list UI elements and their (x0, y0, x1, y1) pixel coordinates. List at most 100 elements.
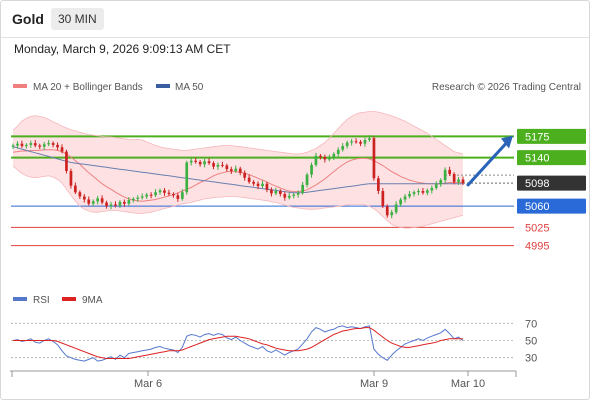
candle-body (248, 178, 251, 182)
candle-body (25, 145, 28, 146)
x-axis: Mar 6 Mar 9 Mar 10 (134, 371, 485, 390)
candle-body (79, 192, 82, 196)
candle-body (333, 154, 336, 158)
candle-body (448, 170, 451, 174)
candle-body (114, 204, 117, 205)
candle-body (203, 161, 206, 164)
candle-body (364, 140, 367, 144)
candle-body (346, 143, 349, 147)
candle-body (154, 192, 157, 195)
ma20-legend-swatch (13, 84, 27, 88)
ma9-legend-label: 9MA (82, 295, 103, 306)
candle-body (359, 142, 362, 144)
candle-body (208, 161, 211, 163)
candle-body (426, 190, 429, 192)
candle-body (377, 178, 380, 191)
candle-body (92, 201, 95, 203)
x-tick-label: Mar 6 (134, 378, 162, 390)
candle-body (462, 180, 465, 184)
candle-body (408, 194, 411, 196)
rsi-tick-70: 70 (525, 318, 537, 330)
ma50-legend-swatch (156, 84, 170, 88)
candle-body (404, 197, 407, 200)
candle-body (283, 194, 286, 198)
candle-body (234, 169, 237, 171)
candle-body (172, 194, 175, 195)
rsi-panel: 70 50 30 (11, 318, 537, 364)
level-label-5140: 5140 (525, 153, 549, 165)
rsi-tick-50: 50 (525, 336, 537, 348)
candle-body (288, 196, 291, 198)
rsi-legend: RSI 9MA (13, 295, 103, 306)
candle-body (105, 203, 108, 207)
rsi-legend-swatch (13, 297, 27, 301)
candle-body (422, 191, 425, 193)
candle-body (310, 165, 313, 175)
candle-body (413, 192, 416, 194)
candle-body (257, 184, 260, 186)
candle-body (194, 161, 197, 162)
candle-body (439, 180, 442, 184)
candle-body (128, 200, 131, 204)
candle-body (34, 143, 37, 145)
candle-body (212, 163, 215, 167)
candle-body (337, 150, 340, 154)
candle-body (110, 204, 113, 206)
candle-body (52, 143, 55, 145)
candle-body (163, 190, 166, 192)
candle-body (315, 156, 318, 165)
candle-body (355, 141, 358, 142)
candle-body (70, 171, 73, 186)
candle-body (141, 197, 144, 198)
rsi-tick-30: 30 (525, 353, 537, 365)
candle-body (417, 191, 420, 192)
candle-body (261, 184, 264, 186)
candle-body (47, 143, 50, 144)
candle-body (226, 166, 229, 170)
candle-body (230, 169, 233, 171)
candle-body (61, 147, 64, 151)
candle-body (341, 146, 344, 150)
candle-body (457, 180, 460, 182)
candle-body (292, 195, 295, 196)
candle-body (217, 165, 220, 167)
projection-arrow (468, 135, 513, 185)
candle-body (168, 193, 171, 194)
candle-body (150, 195, 153, 196)
rsi-legend-label: RSI (33, 295, 50, 306)
main-legend: MA 20 + Bollinger Bands MA 50 Research ©… (13, 82, 581, 93)
candle-body (221, 165, 224, 166)
candle-body (185, 163, 188, 193)
candle-body (435, 184, 438, 188)
level-label-5025: 5025 (525, 222, 549, 234)
level-label-5175: 5175 (525, 131, 549, 143)
candle-body (181, 192, 184, 199)
candle-body (453, 174, 456, 182)
candle-body (12, 146, 15, 147)
candle-body (119, 202, 122, 206)
candle-body (16, 144, 19, 146)
candle-body (301, 185, 304, 193)
x-tick-label: Mar 9 (360, 378, 388, 390)
candle-body (243, 173, 246, 178)
candle-body (177, 195, 180, 199)
candle-body (30, 143, 33, 145)
level-label-5060: 5060 (525, 201, 549, 213)
candle-body (145, 195, 148, 197)
candle-body (306, 175, 309, 185)
candle-body (319, 156, 322, 157)
candle-body (43, 144, 46, 146)
candle-body (38, 146, 41, 147)
candle-body (136, 198, 139, 199)
candle-body (373, 138, 376, 178)
candle-body (266, 184, 269, 190)
candle-body (101, 198, 104, 202)
candle-body (65, 152, 68, 171)
candle-body (83, 197, 86, 200)
candle-body (382, 191, 385, 206)
candle-body (252, 182, 255, 184)
ma50-legend-label: MA 50 (175, 82, 204, 93)
x-tick-label: Mar 10 (451, 378, 485, 390)
candle-body (275, 191, 278, 193)
